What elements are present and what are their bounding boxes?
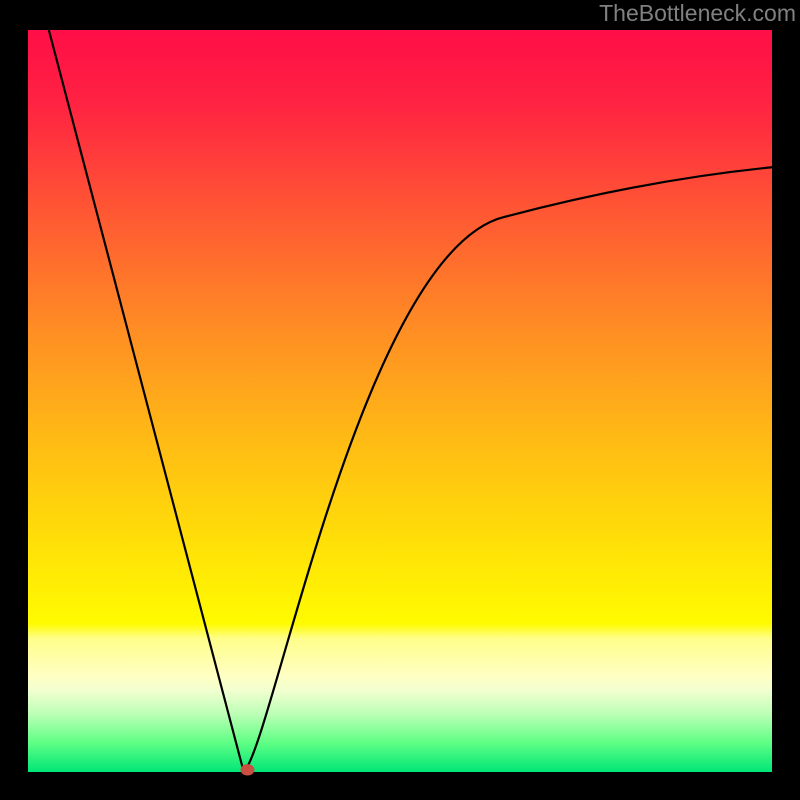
- figure-root: [0, 0, 800, 800]
- plot-area: [28, 30, 772, 772]
- attribution-text: TheBottleneck.com: [599, 0, 800, 27]
- optimal-point-marker: [241, 765, 254, 775]
